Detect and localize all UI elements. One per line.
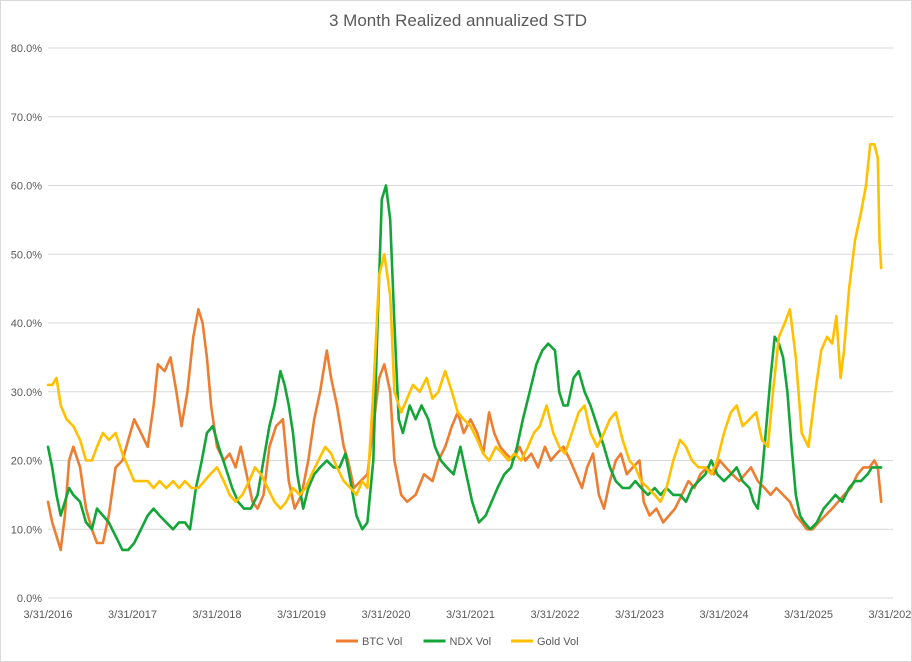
y-tick-label: 60.0% xyxy=(11,181,42,193)
x-tick-label: 3/31/2023 xyxy=(615,609,664,621)
x-tick-label: 3/31/2017 xyxy=(108,609,157,621)
y-tick-label: 30.0% xyxy=(11,387,42,399)
series-line-btc-vol xyxy=(46,308,883,552)
legend-label-btc-vol: BTC Vol xyxy=(362,636,402,648)
series-line-gold-vol xyxy=(46,143,883,510)
x-tick-label: 3/31/2024 xyxy=(700,609,749,621)
chart-title: 3 Month Realized annualized STD xyxy=(329,11,587,30)
x-axis-tick-labels: 3/31/2016 3/31/2017 3/31/2018 3/31/2019 3/31… xyxy=(24,609,912,621)
x-tick-label: 3/31/2021 xyxy=(446,609,495,621)
legend-label-gold-vol: Gold Vol xyxy=(537,636,579,648)
y-tick-label: 80.0% xyxy=(11,43,42,55)
x-tick-label: 3/31/2016 xyxy=(24,609,73,621)
y-tick-label: 50.0% xyxy=(11,249,42,261)
x-tick-label: 3/31/2018 xyxy=(193,609,242,621)
x-tick-label: 3/31/2020 xyxy=(362,609,411,621)
y-axis-tick-labels: 0.0% 10.0% 20.0% 30.0% 40.0% 50.0% 60.0% 70.0% 8… xyxy=(11,43,42,605)
y-tick-label: 0.0% xyxy=(17,593,42,605)
x-tick-label: 3/31/2025 xyxy=(784,609,833,621)
legend: BTC Vol NDX Vol Gold Vol xyxy=(336,636,579,648)
x-tick-label: 3/31/2019 xyxy=(277,609,326,621)
y-tick-label: 40.0% xyxy=(11,318,42,330)
y-tick-label: 10.0% xyxy=(11,524,42,536)
series-line-ndx-vol xyxy=(46,184,883,552)
series-lines xyxy=(46,143,883,552)
y-tick-label: 70.0% xyxy=(11,112,42,124)
legend-label-ndx-vol: NDX Vol xyxy=(450,636,492,648)
gridlines xyxy=(48,47,893,599)
x-tick-label: 3/31/2022 xyxy=(531,609,580,621)
x-tick-label: 3/31/2026 xyxy=(869,609,912,621)
y-tick-label: 20.0% xyxy=(11,456,42,468)
